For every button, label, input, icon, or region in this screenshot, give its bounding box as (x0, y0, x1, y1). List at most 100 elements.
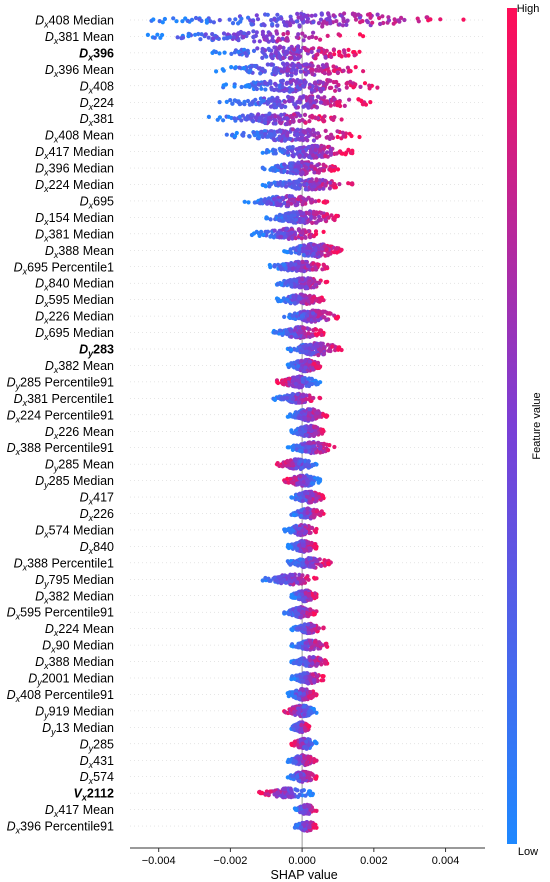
shap-dot (310, 491, 315, 497)
shap-dot (297, 383, 302, 388)
shap-dot (297, 247, 302, 252)
shap-dot (242, 66, 247, 71)
shap-dot (145, 32, 150, 38)
shap-dot (285, 68, 290, 73)
shap-dot (303, 365, 308, 370)
shap-dot (318, 444, 323, 449)
shap-dot (284, 116, 289, 121)
shap-dot (318, 89, 324, 94)
shap-dot (301, 479, 306, 484)
shap-dot (180, 35, 186, 40)
shap-dot (328, 78, 333, 83)
shap-dot (252, 133, 257, 138)
shap-dot (295, 202, 300, 207)
shap-dot (206, 114, 211, 119)
shap-dot (268, 32, 273, 37)
shap-dot (325, 134, 330, 140)
shap-dot (254, 86, 259, 92)
shap-dot (293, 457, 298, 462)
shap-dot (312, 278, 317, 284)
shap-dot (315, 163, 320, 168)
shap-dot (214, 69, 219, 74)
shap-dot (392, 17, 397, 22)
shap-dot (302, 130, 308, 135)
shap-dot (251, 29, 256, 34)
shap-dot (323, 280, 328, 285)
shap-dot (314, 508, 320, 514)
shap-dot (280, 84, 285, 89)
shap-dot (308, 99, 313, 104)
shap-dot (307, 35, 312, 40)
shap-dot (317, 414, 322, 419)
shap-dot (399, 15, 404, 20)
shap-dot (290, 462, 295, 467)
shap-dot (300, 573, 305, 578)
shap-dot (268, 234, 273, 239)
shap-dot (352, 12, 357, 17)
shap-dot (318, 100, 323, 105)
shap-dot (158, 35, 163, 40)
shap-dot (360, 19, 365, 24)
shap-dot (316, 262, 321, 267)
shap-dot (292, 332, 297, 337)
shap-dot (266, 116, 271, 121)
shap-dot (294, 466, 299, 471)
shap-dot (275, 282, 281, 287)
shap-dot (325, 144, 331, 150)
shap-dot (314, 84, 319, 89)
shap-dot (347, 131, 352, 136)
shap-dot (304, 170, 309, 176)
shap-dot (330, 135, 335, 140)
shap-dot (272, 17, 277, 22)
shap-dot (282, 262, 287, 267)
shap-dot (311, 138, 316, 143)
shap-dot (309, 540, 314, 546)
shap-dot (268, 201, 273, 206)
shap-dot (203, 32, 208, 37)
shap-dot (328, 147, 333, 152)
shap-dot (291, 198, 296, 203)
shap-dot (298, 430, 303, 435)
shap-dot (304, 62, 309, 67)
shap-dot (316, 68, 322, 73)
shap-dot (313, 530, 318, 535)
shap-dot (321, 162, 326, 167)
shap-dot (367, 12, 372, 17)
shap-dot (310, 333, 315, 338)
shap-dot (367, 86, 372, 91)
shap-dot (283, 234, 288, 239)
shap-dot (333, 88, 338, 93)
shap-dot (291, 112, 297, 117)
shap-dot (233, 65, 238, 70)
shap-dot (311, 515, 316, 520)
shap-dot (290, 397, 295, 402)
shap-dot (297, 543, 302, 548)
shap-dot (296, 44, 301, 49)
shap-dot (245, 98, 251, 104)
shap-dot (362, 81, 368, 86)
shap-dot (288, 261, 293, 266)
shap-dot (288, 329, 294, 334)
shap-dot (301, 398, 306, 403)
shap-dot (258, 100, 263, 105)
shap-dot (320, 117, 325, 122)
shap-dot (299, 159, 304, 165)
shap-dot (330, 344, 335, 349)
shap-dot (310, 345, 315, 350)
shap-dot (306, 577, 311, 582)
shap-dot (273, 578, 278, 583)
shap-dot (321, 200, 326, 205)
shap-dot (310, 115, 315, 120)
shap-dot (267, 184, 272, 189)
shap-dot (291, 184, 297, 189)
shap-dot (285, 150, 290, 155)
shap-dot (315, 381, 320, 387)
shap-dot (299, 513, 304, 518)
shap-dot (329, 213, 334, 218)
shap-dot (287, 197, 292, 202)
shap-dot (308, 612, 313, 617)
shap-dot (303, 490, 308, 495)
shap-dot (353, 17, 359, 22)
shap-dot (312, 575, 317, 581)
shap-dot (275, 230, 281, 235)
